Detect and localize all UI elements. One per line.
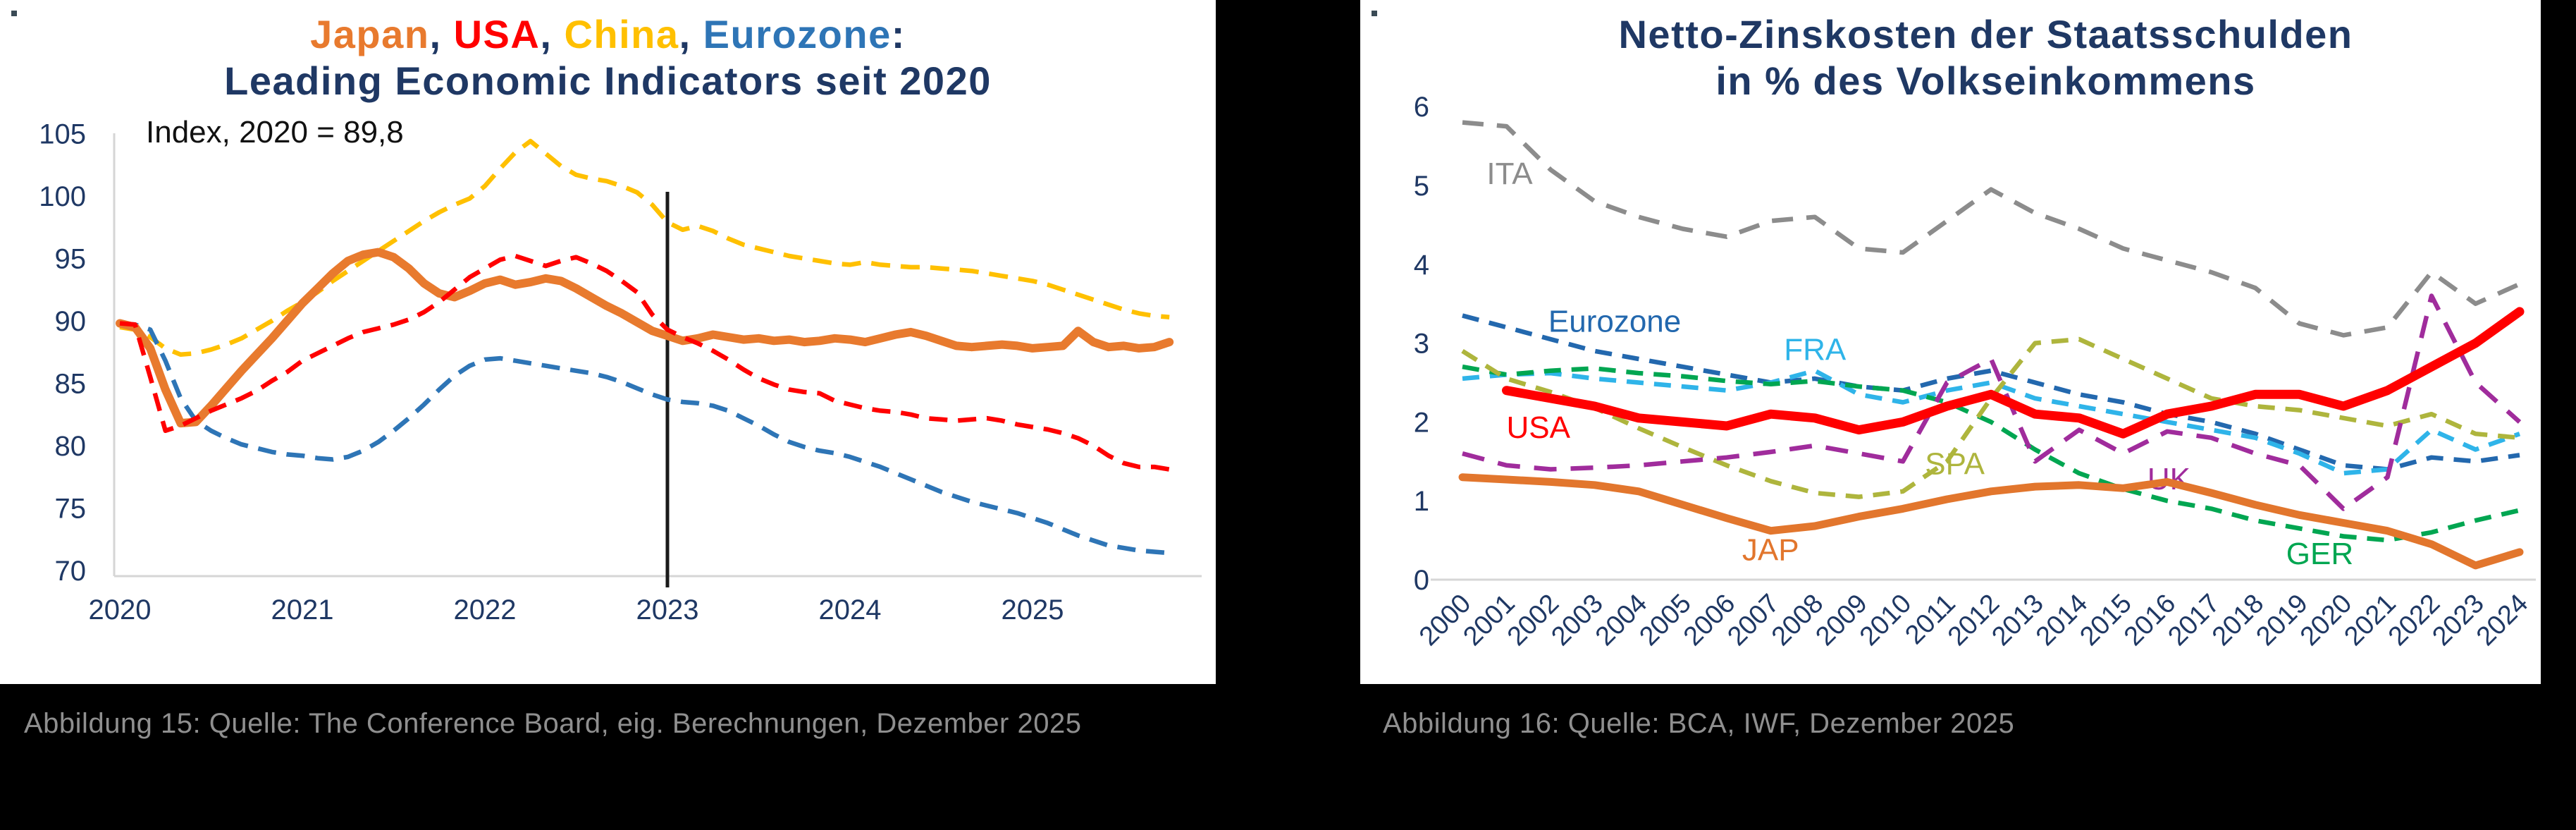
eurozone-line: [119, 321, 1170, 556]
caption-left: Abbildung 15: Quelle: The Conference Boa…: [24, 708, 1082, 739]
y-tick-label-6: 6: [1414, 92, 1429, 123]
x-tick-label-2006: 2006: [1678, 589, 1741, 652]
usa-series-label: USA: [1507, 410, 1571, 445]
title-segment-0: Japan: [310, 12, 430, 56]
ita-series-label: ITA: [1486, 157, 1533, 191]
y-tick-label-5: 5: [1414, 171, 1429, 202]
y-tick-label-90: 90: [55, 306, 87, 337]
usa-line: [119, 253, 1170, 472]
spa-line: [1461, 336, 2520, 499]
x-tick-label-2015: 2015: [2074, 589, 2137, 652]
title-segment-1: ,: [429, 12, 454, 56]
fra-series-label: FRA: [1784, 333, 1847, 367]
y-tick-label-3: 3: [1414, 329, 1429, 360]
uk-line: [1462, 293, 2522, 511]
x-tick-label-2009: 2009: [1810, 589, 1873, 652]
corner-artifact-mark: [11, 11, 17, 16]
right-chart-title: Netto-Zinskosten der Staatsschulden in %…: [1438, 11, 2534, 104]
zinskosten-chart: 6543210200020012002200320042005200620072…: [1414, 92, 2536, 652]
title-segment-7: :: [891, 12, 906, 56]
y-tick-label-4: 4: [1414, 250, 1429, 281]
x-tick-label-2022: 2022: [2383, 589, 2446, 652]
japan-line: [116, 248, 1174, 428]
x-tick-label-2024: 2024: [2471, 589, 2534, 652]
x-tick-label-2017: 2017: [2162, 589, 2225, 652]
y-tick-label-2: 2: [1414, 407, 1429, 438]
x-tick-label-2004: 2004: [1590, 589, 1653, 652]
x-tick-label-2014: 2014: [2030, 589, 2093, 652]
left-chart-panel: 105 100 95 90 85 80 75 70 2020 2021 2022 2023 2024 20…: [0, 0, 1216, 684]
right-chart-title-line2: in % des Volkseinkommens: [1715, 59, 2256, 103]
y-tick-label-105: 105: [39, 119, 86, 150]
corner-artifact-mark: [1372, 11, 1377, 16]
eurozone-line: [1462, 313, 2520, 472]
x-tick-label-2020: 2020: [89, 594, 152, 625]
ger-series-label: GER: [2286, 537, 2353, 571]
usa-line: [1502, 307, 2525, 439]
y-tick-label-95: 95: [55, 244, 87, 275]
left-chart-title: Japan, USA, China, Eurozone: Leading Eco…: [0, 11, 1216, 104]
left-chart-subtitle: Leading Economic Indicators seit 2020: [224, 59, 992, 103]
left-chart-title-colored: Japan, USA, China, Eurozone:: [0, 11, 1216, 58]
x-tick-label-2012: 2012: [1942, 589, 2005, 652]
x-tick-label-2016: 2016: [2119, 589, 2181, 652]
x-tick-label-2001: 2001: [1458, 589, 1520, 652]
x-tick-label-2025: 2025: [1002, 594, 1064, 625]
ita-line: [1462, 120, 2521, 338]
jap-line: [1458, 473, 2524, 570]
index-annotation: Index, 2020 = 89,8: [146, 115, 404, 149]
x-tick-label-2019: 2019: [2250, 589, 2313, 652]
y-tick-label-100: 100: [39, 181, 86, 212]
x-tick-label-2005: 2005: [1634, 589, 1696, 652]
title-segment-3: ,: [540, 12, 565, 56]
x-tick-label-2002: 2002: [1502, 589, 1565, 652]
y-tick-label-1: 1: [1414, 486, 1429, 517]
y-tick-label-70: 70: [55, 556, 87, 587]
x-tick-label-2024: 2024: [819, 594, 882, 625]
ger-line: [1462, 364, 2520, 543]
x-tick-label-2022: 2022: [454, 594, 517, 625]
x-tick-label-2018: 2018: [2207, 589, 2269, 652]
x-tick-label-2013: 2013: [1986, 589, 2049, 652]
title-segment-4: China: [564, 12, 679, 56]
title-segment-5: ,: [679, 12, 703, 56]
x-tick-label-2023: 2023: [636, 594, 699, 625]
spa-series-label: SPA: [1925, 447, 1985, 482]
right-chart-panel: 6 5 4 3 2 1 0 2000 2001 2002 2003 2004 2005 2006 2007 2…: [1360, 0, 2541, 684]
y-tick-label-85: 85: [55, 369, 87, 400]
x-tick-label-2021: 2021: [271, 594, 334, 625]
title-segment-2: USA: [453, 12, 541, 56]
y-tick-label-0: 0: [1414, 565, 1429, 596]
x-tick-label-2023: 2023: [2427, 589, 2489, 652]
x-tick-label-2020: 2020: [2295, 589, 2358, 652]
x-tick-label-2003: 2003: [1546, 589, 1608, 652]
eurozone-series-label: Eurozone: [1548, 304, 1681, 338]
x-tick-label-2010: 2010: [1854, 589, 1917, 652]
title-segment-6: Eurozone: [703, 12, 892, 56]
x-tick-label-2008: 2008: [1766, 589, 1829, 652]
fra-line: [1462, 368, 2521, 476]
x-tick-label-2000: 2000: [1414, 589, 1477, 652]
x-tick-label-2007: 2007: [1722, 589, 1785, 652]
caption-right: Abbildung 16: Quelle: BCA, IWF, Dezember…: [1383, 708, 2015, 739]
y-tick-label-80: 80: [55, 431, 87, 462]
jap-series-label: JAP: [1742, 533, 1799, 568]
right-chart-title-line1: Netto-Zinskosten der Staatsschulden: [1618, 12, 2353, 56]
x-tick-label-2021: 2021: [2338, 589, 2401, 652]
y-tick-label-75: 75: [55, 494, 87, 525]
